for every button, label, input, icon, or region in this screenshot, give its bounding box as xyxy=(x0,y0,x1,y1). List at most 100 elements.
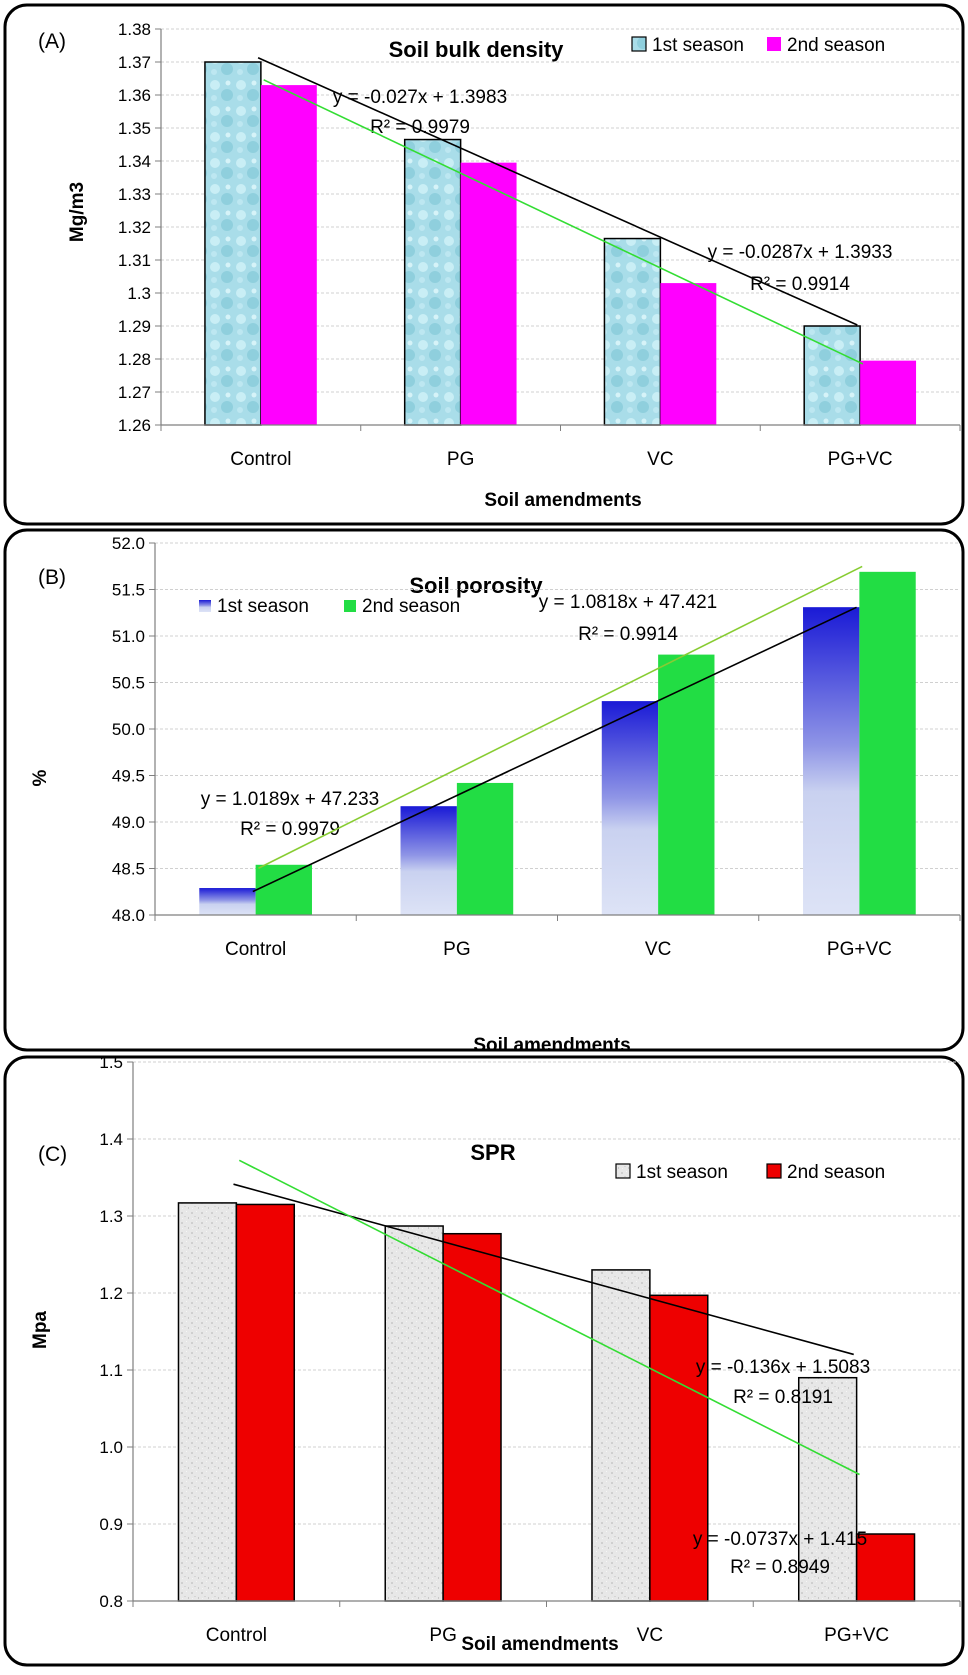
panel-a-title: Soil bulk density xyxy=(389,37,565,62)
panel-b-title: Soil porosity xyxy=(409,573,543,598)
panel-c-trend-equation: y = -0.136x + 1.5083 xyxy=(696,1357,870,1378)
panel-c-title: SPR xyxy=(470,1140,515,1165)
panel-b-trendline-season2 xyxy=(258,565,863,869)
panel-b-legend-swatch xyxy=(344,600,356,612)
panel-b-trendline-season1 xyxy=(252,606,857,893)
panel-c-trendline-season2 xyxy=(238,1159,860,1476)
panel-a-bar-season2 xyxy=(660,283,717,425)
panel-c-ytick-label: 1.4 xyxy=(99,1130,123,1149)
panel-a-ytick-label: 1.38 xyxy=(118,20,151,39)
panel-c-ytick-label: 1.0 xyxy=(99,1438,123,1457)
panel-a-category-label: PG+VC xyxy=(828,449,893,470)
panel-c-frame xyxy=(3,1055,965,1667)
panel-b-bar-season1 xyxy=(803,607,860,915)
panel-a-ylabel: Mg/m3 xyxy=(67,182,88,242)
panel-b-bar-season2 xyxy=(658,654,715,915)
panel-a-ytick-label: 1.34 xyxy=(118,152,151,171)
panel-c-bar-season1 xyxy=(177,1202,238,1602)
panel-b-category-label: PG xyxy=(443,939,470,960)
panel-b-trend-equation: y = 1.0189x + 47.233 xyxy=(201,789,380,810)
panel-a-trend-r2: R² = 0.9914 xyxy=(750,274,850,295)
panel-c-chart: 0.8 0.9 1.0 1.1 1.2 1.3 1.4 1.5 Control PG VC PG+VC… xyxy=(99,1053,961,1646)
panel-b-bar-season1 xyxy=(400,806,457,915)
chart-layer: 1.261.271.281.291.31.311.321.331.341.351… xyxy=(99,20,961,1646)
panel-a-trend-equation: y = -0.027x + 1.3983 xyxy=(333,87,507,108)
panel-b-xlabel: Soil amendments xyxy=(473,1035,630,1056)
panel-b-bar-season2 xyxy=(456,782,514,915)
panel-b-ylabel: % xyxy=(30,769,51,786)
panel-b-ytick-label: 48.5 xyxy=(112,860,145,879)
panel-c-category-label: VC xyxy=(637,1625,663,1646)
panel-a-frame xyxy=(3,3,965,526)
panel-b-bar-season2 xyxy=(859,571,916,915)
panel-c-ytick-label: 1.3 xyxy=(99,1207,123,1226)
panel-c-xlabel: Soil amendments xyxy=(461,1634,618,1655)
panel-a-bar-season2 xyxy=(860,360,917,425)
panel-b-ytick-label: 48.0 xyxy=(112,906,145,925)
panel-b-trend-equation: y = 1.0818x + 47.421 xyxy=(539,592,718,613)
panel-b-ytick-label: 51.0 xyxy=(112,627,145,646)
panel-b-ytick-label: 51.5 xyxy=(112,581,145,600)
panel-a-trendline-season2 xyxy=(263,79,864,365)
panel-b-bar-season1 xyxy=(601,701,659,915)
panel-b-bar-season2 xyxy=(255,864,312,915)
panel-c-legend-swatch xyxy=(766,1163,782,1179)
panel-a-bar-season1 xyxy=(204,61,262,426)
panel-c-legend-label: 1st season xyxy=(636,1162,728,1183)
panel-c-trend-r2: R² = 0.8191 xyxy=(733,1387,833,1408)
panel-c-legend-swatch xyxy=(615,1163,631,1179)
panel-c-bar-season2 xyxy=(649,1294,709,1602)
panel-a-legend-swatch xyxy=(767,37,781,51)
panel-b-category-label: PG+VC xyxy=(827,939,892,960)
panel-b-category-label: VC xyxy=(645,939,671,960)
panel-a-xlabel: Soil amendments xyxy=(484,490,641,511)
panel-c-ylabel: Mpa xyxy=(30,1311,51,1349)
panel-a-bar-season2 xyxy=(260,85,317,425)
panel-a-ytick-label: 1.28 xyxy=(118,350,151,369)
panel-b-ytick-label: 50.5 xyxy=(112,674,145,693)
panel-b-category-label: Control xyxy=(225,939,286,960)
panel-b-ytick-label: 49.0 xyxy=(112,813,145,832)
panel-a-trendline-season1 xyxy=(257,56,858,326)
panel-a-category-label: VC xyxy=(647,449,673,470)
panel-b-legend-label: 2nd season xyxy=(362,596,460,617)
panel-a-bar-season1 xyxy=(403,138,462,426)
panel-a-ytick-label: 1.29 xyxy=(118,317,151,336)
panel-c-trendline-season1 xyxy=(233,1183,854,1356)
panel-c-category-label: PG+VC xyxy=(824,1625,889,1646)
panel-c-legend-label: 2nd season xyxy=(787,1162,885,1183)
panel-c-ytick-label: 1.2 xyxy=(99,1284,123,1303)
panel-b-frame xyxy=(3,528,965,1052)
panel-a-category-label: PG xyxy=(447,449,474,470)
panel-a-ytick-label: 1.33 xyxy=(118,185,151,204)
panel-a-ytick-label: 1.27 xyxy=(118,383,151,402)
panel-a-ytick-label: 1.32 xyxy=(118,218,151,237)
panel-a-trend-r2: R² = 0.9979 xyxy=(370,117,470,138)
panel-a-bar-season2 xyxy=(460,162,517,425)
panel-c-trend-r2: R² = 0.8949 xyxy=(730,1557,830,1578)
panel-a-letter: (A) xyxy=(38,30,66,53)
panel-a-legend-label: 1st season xyxy=(652,35,744,56)
panel-c-ytick-label: 1.5 xyxy=(99,1053,123,1072)
panel-c-ytick-label: 0.9 xyxy=(99,1515,123,1534)
panel-b-chart: 48.0 48.5 49.0 49.5 50.0 50.5 51.0 51.5 52.0 Cont… xyxy=(112,534,961,960)
panel-c-bar-season1 xyxy=(797,1376,858,1602)
panel-c-category-label: Control xyxy=(206,1625,267,1646)
panel-c-bar-season1 xyxy=(591,1269,651,1602)
panel-a-trend-equation: y = -0.0287x + 1.3933 xyxy=(708,242,893,263)
panel-c-bar-season2 xyxy=(442,1232,502,1602)
panel-b-legend-swatch xyxy=(199,600,211,612)
panel-a-bar-season1 xyxy=(603,237,662,426)
panel-a-ytick-label: 1.37 xyxy=(118,53,151,72)
panel-c-bar-season1 xyxy=(384,1225,444,1602)
panel-a-ytick-label: 1.36 xyxy=(118,86,151,105)
panel-a-ytick-label: 1.35 xyxy=(118,119,151,138)
panel-c-ytick-label: 0.8 xyxy=(99,1592,123,1611)
panel-c-trend-equation: y = -0.0737x + 1.415 xyxy=(693,1529,867,1550)
panel-b-letter: (B) xyxy=(38,566,66,589)
panel-b-trend-r2: R² = 0.9914 xyxy=(578,624,678,645)
panel-a-category-label: Control xyxy=(230,449,291,470)
panel-c-letter: (C) xyxy=(38,1143,67,1166)
